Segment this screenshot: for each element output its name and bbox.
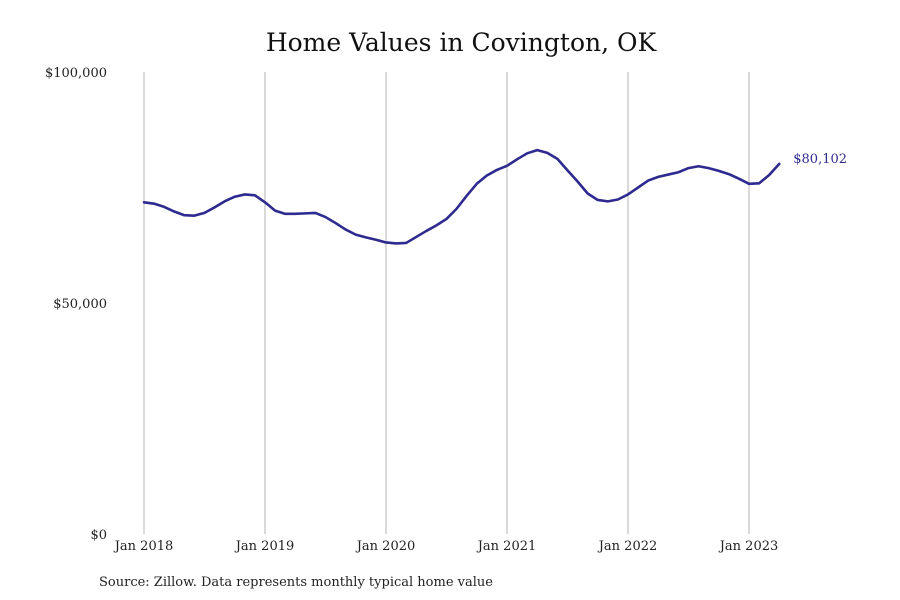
end-value-label: $80,102 <box>793 152 847 167</box>
home-value-line <box>142 148 781 245</box>
y-tick-label: $100,000 <box>45 66 107 81</box>
y-tick-label: $0 <box>90 528 107 543</box>
x-tick-label: Jan 2018 <box>113 539 174 554</box>
source-note: Source: Zillow. Data represents monthly … <box>99 575 493 590</box>
x-tick-label: Jan 2019 <box>234 539 295 554</box>
gridlines <box>143 72 750 534</box>
y-tick-label: $50,000 <box>53 297 107 312</box>
x-tick-label: Jan 2023 <box>718 539 779 554</box>
y-axis: $0 $50,000 $100,000 <box>45 66 107 543</box>
x-tick-label: Jan 2020 <box>355 539 416 554</box>
chart-title: Home Values in Covington, OK <box>266 28 658 57</box>
x-tick-label: Jan 2021 <box>476 539 537 554</box>
x-tick-label: Jan 2022 <box>597 539 658 554</box>
x-axis: Jan 2018 Jan 2019 Jan 2020 Jan 2021 Jan 2022… <box>113 539 779 554</box>
